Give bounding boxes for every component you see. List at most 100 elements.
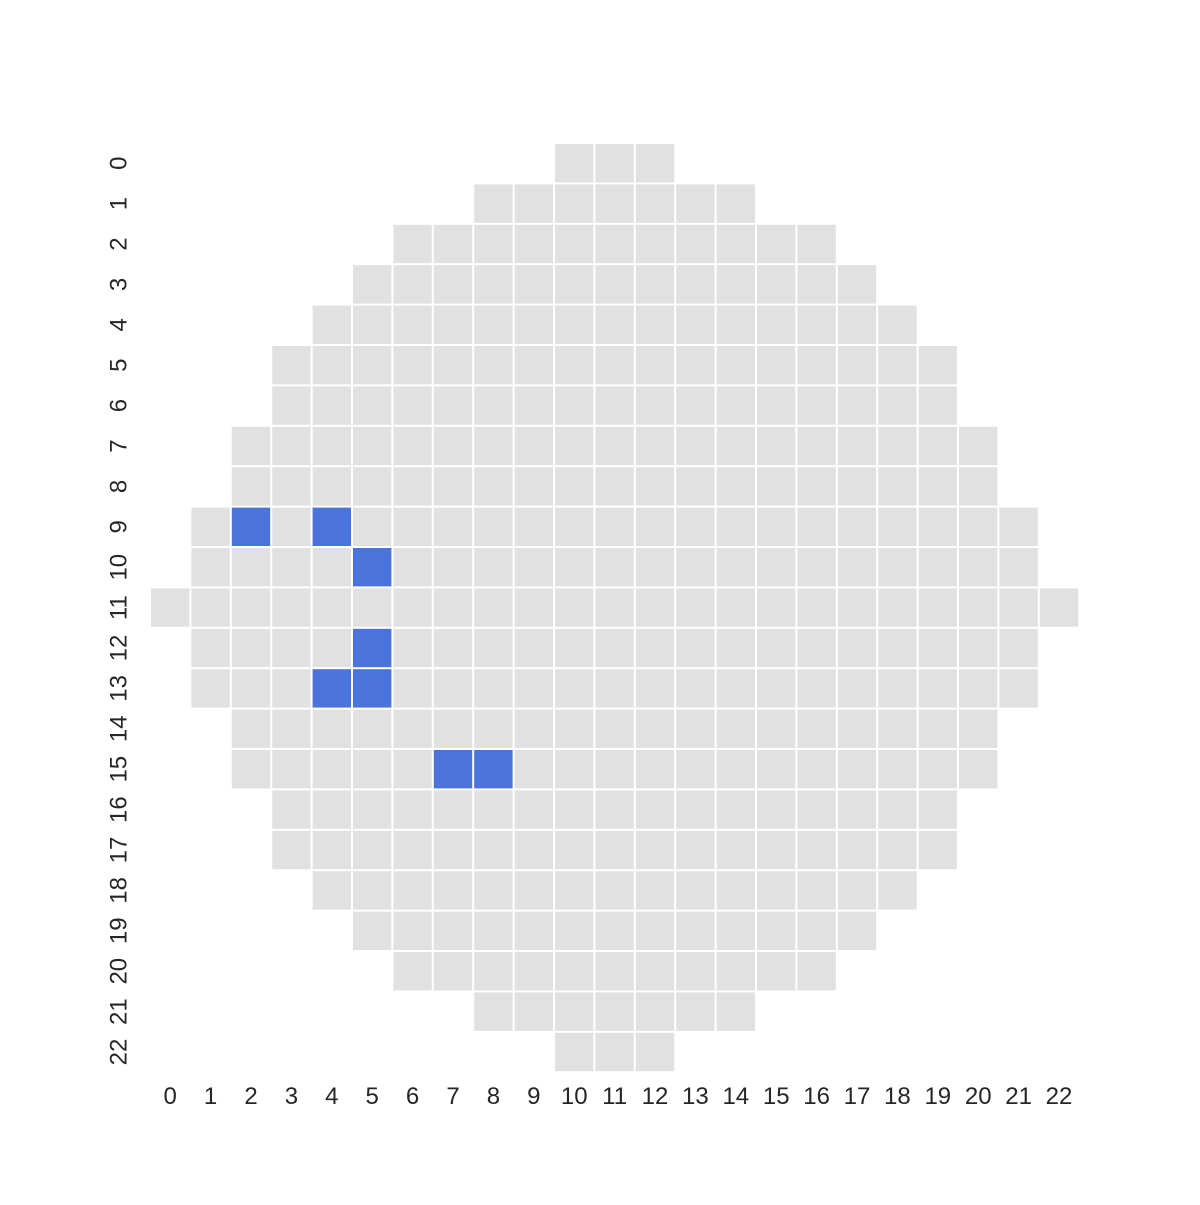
- cell-r2-c14: [716, 224, 755, 264]
- cell-r1-c8: [474, 184, 513, 223]
- cell-r10-c17: [837, 548, 877, 587]
- cell-r12-c17: [837, 628, 877, 668]
- cell-r15-c5: [353, 750, 392, 789]
- cell-r12-c20: [959, 628, 998, 668]
- cell-r15-c6: [393, 750, 432, 789]
- cell-r1-c14: [716, 184, 755, 223]
- cell-r20-c13: [676, 952, 715, 991]
- cell-r15-c11: [595, 750, 634, 789]
- cell-r13-c14: [716, 669, 755, 708]
- cell-r7-c15: [757, 426, 796, 466]
- highlighted-cell-r15-c7: [433, 750, 473, 789]
- x-axis-tick-labels: 0 1 2 3 4 5 6 7 8 9 10 11 12 13 14 15 16 17 18 19 20 21 22: [164, 1083, 1073, 1110]
- cell-r12-c10: [555, 628, 594, 668]
- cell-r14-c20: [959, 709, 998, 748]
- cell-r0-c10: [555, 144, 594, 183]
- cell-r13-c21: [999, 669, 1038, 708]
- cell-r6-c6: [393, 386, 432, 425]
- cell-r13-c13: [676, 669, 715, 708]
- cell-r7-c13: [676, 426, 715, 466]
- cell-r8-c16: [797, 467, 836, 506]
- cell-r12-c4: [312, 628, 351, 668]
- cell-r12-c3: [272, 628, 311, 668]
- cell-r11-c7: [433, 588, 473, 627]
- cell-r17-c16: [797, 830, 836, 870]
- cell-r20-c9: [514, 952, 553, 991]
- cell-r4-c4: [312, 305, 351, 344]
- y-tick-label: 1: [106, 197, 133, 210]
- cell-r16-c4: [312, 790, 351, 829]
- cell-r3-c14: [716, 265, 755, 304]
- cell-r17-c13: [676, 830, 715, 870]
- y-tick-label: 4: [106, 318, 133, 331]
- cell-r20-c7: [433, 952, 473, 991]
- cell-r2-c8: [474, 224, 513, 264]
- x-tick-label: 1: [204, 1083, 217, 1110]
- cell-r12-c15: [757, 628, 796, 668]
- cell-r12-c9: [514, 628, 553, 668]
- cell-r16-c19: [918, 790, 957, 829]
- cell-r12-c8: [474, 628, 513, 668]
- cell-r6-c11: [595, 386, 634, 425]
- cell-r11-c21: [999, 588, 1038, 627]
- x-tick-label: 10: [561, 1083, 588, 1110]
- cell-r4-c17: [837, 305, 877, 344]
- highlighted-cell-r9-c2: [231, 507, 271, 546]
- x-tick-label: 0: [164, 1083, 177, 1110]
- cell-r7-c20: [959, 426, 998, 466]
- cell-r9-c5: [353, 507, 392, 546]
- cell-r4-c7: [433, 305, 473, 344]
- cell-r3-c11: [595, 265, 634, 304]
- cell-r11-c9: [514, 588, 553, 627]
- cell-r2-c12: [635, 224, 675, 264]
- y-tick-label: 13: [106, 675, 133, 702]
- cell-r6-c8: [474, 386, 513, 425]
- cell-r15-c16: [797, 750, 836, 789]
- cell-r18-c16: [797, 871, 836, 910]
- cell-r15-c20: [959, 750, 998, 789]
- cell-r15-c13: [676, 750, 715, 789]
- cell-r20-c12: [635, 952, 675, 991]
- cell-r11-c11: [595, 588, 634, 627]
- cell-r3-c7: [433, 265, 473, 304]
- cell-r2-c6: [393, 224, 432, 264]
- cell-r14-c11: [595, 709, 634, 748]
- cell-r18-c13: [676, 871, 715, 910]
- cell-r5-c8: [474, 346, 513, 385]
- cell-r21-c8: [474, 992, 513, 1031]
- cell-r7-c17: [837, 426, 877, 466]
- cell-r10-c12: [635, 548, 675, 587]
- cell-r1-c13: [676, 184, 715, 223]
- cell-r7-c6: [393, 426, 432, 466]
- cell-r16-c10: [555, 790, 594, 829]
- cell-r9-c3: [272, 507, 311, 546]
- cell-r16-c17: [837, 790, 877, 829]
- y-tick-label: 7: [106, 439, 133, 452]
- y-tick-label: 10: [106, 554, 133, 581]
- y-tick-label: 12: [106, 635, 133, 662]
- cell-r9-c19: [918, 507, 957, 546]
- cell-r11-c13: [676, 588, 715, 627]
- cell-r6-c17: [837, 386, 877, 425]
- cell-r17-c9: [514, 830, 553, 870]
- cell-r19-c10: [555, 911, 594, 950]
- cell-r17-c3: [272, 830, 311, 870]
- cell-r17-c11: [595, 830, 634, 870]
- cell-r13-c16: [797, 669, 836, 708]
- cell-r11-c4: [312, 588, 351, 627]
- cell-r16-c7: [433, 790, 473, 829]
- y-tick-label: 0: [106, 157, 133, 170]
- cell-r16-c11: [595, 790, 634, 829]
- x-tick-label: 18: [884, 1083, 911, 1110]
- cell-r19-c5: [353, 911, 392, 950]
- cell-r11-c10: [555, 588, 594, 627]
- cell-r19-c15: [757, 911, 796, 950]
- cell-r4-c9: [514, 305, 553, 344]
- cell-r16-c16: [797, 790, 836, 829]
- x-tick-label: 20: [965, 1083, 992, 1110]
- cell-r5-c19: [918, 346, 957, 385]
- cell-r7-c18: [878, 426, 917, 466]
- cell-r20-c10: [555, 952, 594, 991]
- cell-r8-c12: [635, 467, 675, 506]
